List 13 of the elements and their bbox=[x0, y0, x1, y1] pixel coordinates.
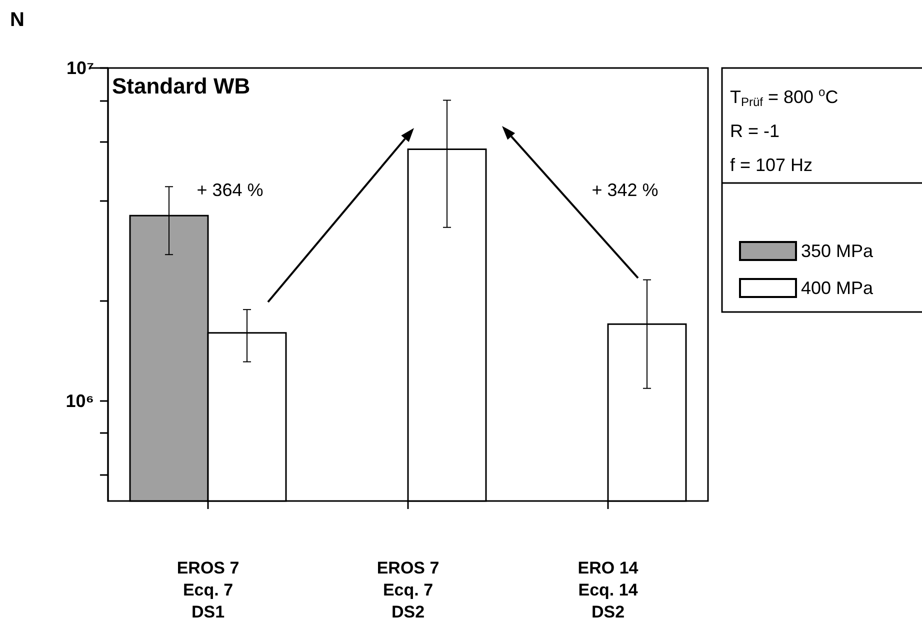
x-tick-label: ERO 14 Ecq. 14 DS2 bbox=[578, 558, 639, 622]
annotation: + 364 % bbox=[196, 180, 264, 200]
text: f = 107 Hz bbox=[730, 155, 813, 175]
legend-label: 350 MPa bbox=[801, 241, 874, 261]
x-tick-label: EROS 7 Ecq. 7 DS1 bbox=[176, 558, 240, 622]
legend-label: 400 MPa bbox=[801, 278, 874, 298]
chart-title: Standard WB bbox=[112, 74, 250, 98]
y-axis-title: N bbox=[10, 9, 24, 31]
annotation: + 342 % bbox=[592, 180, 658, 200]
x-tick-label: EROS 7 Ecq. 7 DS2 bbox=[376, 558, 440, 622]
text: R = -1 bbox=[730, 121, 780, 141]
y-tick-label: 10⁶ bbox=[66, 390, 94, 411]
y-tick-label: 10⁷ bbox=[66, 58, 94, 78]
